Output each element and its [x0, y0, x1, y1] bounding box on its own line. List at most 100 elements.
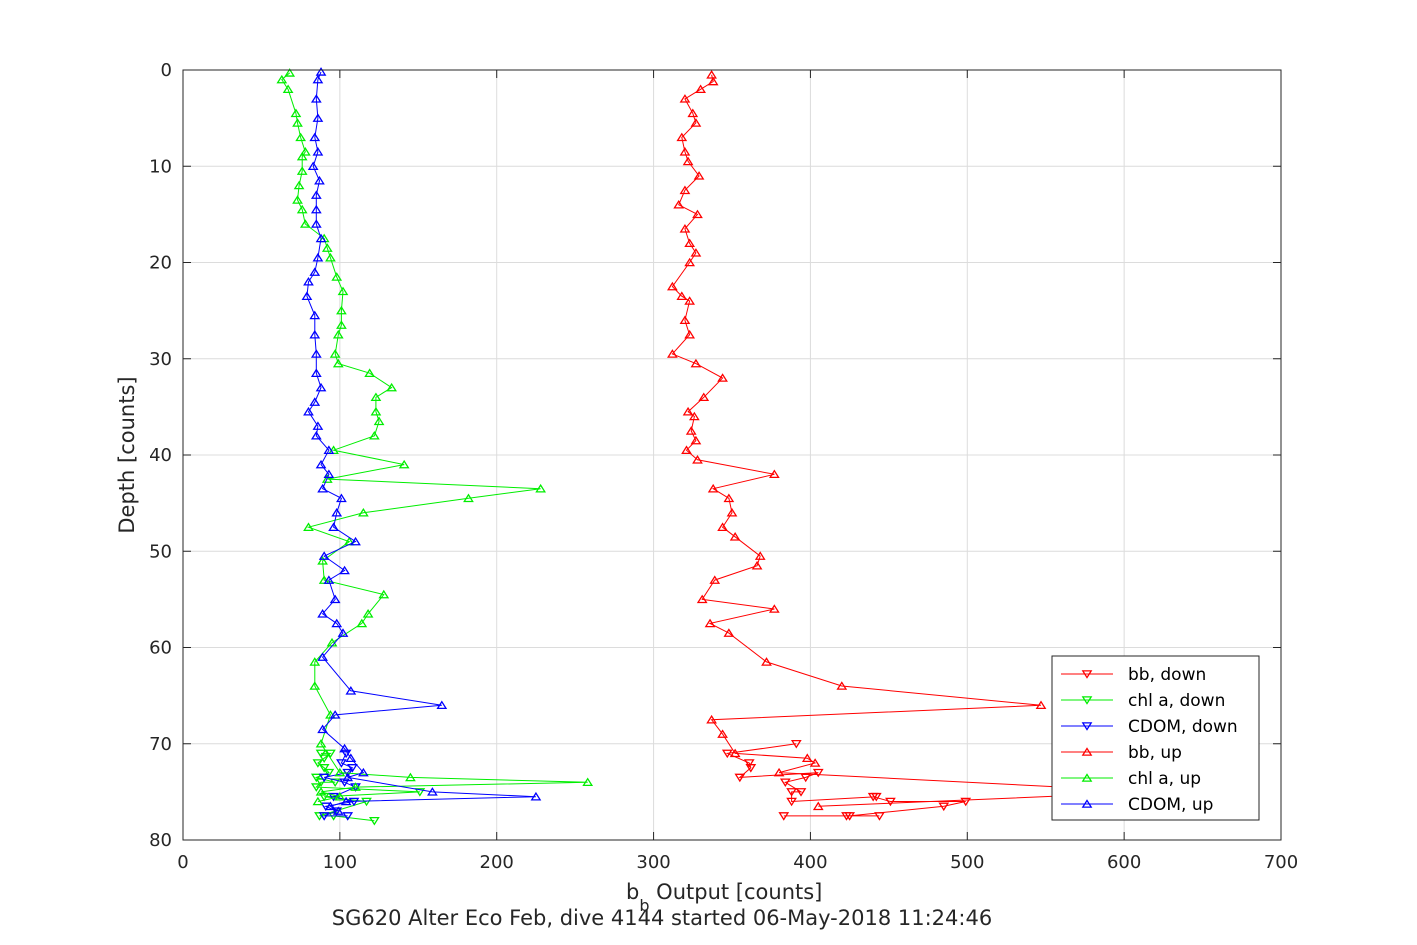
data-point-bb-up: [684, 296, 696, 305]
data-point-chl-a-down: [414, 788, 426, 797]
data-point-chl-a-up: [356, 618, 368, 628]
x-tick-label: 700: [1264, 852, 1298, 873]
data-point-chl-a-up: [331, 272, 343, 281]
data-point-chl-a-down: [361, 797, 372, 807]
x-axis-label: bb Output [counts]: [626, 880, 822, 915]
data-point-bb-up: [729, 748, 741, 758]
data-point-bb-down: [874, 812, 885, 821]
data-point-chl-a-up: [463, 493, 474, 503]
data-point-chl-a-down: [310, 773, 322, 783]
data-point-bb-up: [679, 224, 691, 233]
y-tick-label: 10: [149, 156, 172, 177]
data-point-cdom-up: [323, 469, 335, 479]
data-point-bb-up: [692, 455, 703, 464]
data-point-chl-a-up: [336, 305, 347, 315]
data-point-chl-a-up: [295, 132, 307, 142]
series-line-bb-up: [671, 74, 1156, 807]
data-point-cdom-down: [318, 773, 330, 783]
series-bb-up: [667, 70, 1161, 811]
data-point-cdom-down: [328, 792, 339, 802]
data-point-bb-up: [684, 329, 696, 339]
y-tick-label: 70: [149, 734, 172, 755]
data-point-bb-up: [801, 753, 813, 762]
data-point-bb-up: [693, 171, 705, 180]
chart-subtitle: SG620 Alter Eco Feb, dive 4144 started 0…: [332, 906, 992, 930]
data-point-bb-up: [679, 94, 691, 103]
data-point-cdom-up: [342, 772, 354, 782]
data-point-cdom-up: [312, 252, 324, 262]
data-point-chl-a-up: [312, 796, 324, 806]
x-axis-label-subscript: b: [639, 896, 649, 915]
y-tick-label: 20: [149, 253, 172, 274]
data-point-chl-a-up: [296, 151, 308, 161]
y-tick-label: 30: [149, 349, 172, 370]
data-point-bb-down: [778, 812, 790, 821]
x-tick-label: 200: [480, 852, 514, 873]
data-point-chl-a-up: [373, 416, 385, 426]
legend-marker-chl-a-down: [1081, 696, 1093, 705]
data-point-bb-up: [723, 628, 735, 637]
data-point-chl-a-up: [405, 772, 416, 782]
legend: bb, down chl a, down CDOM, down bb, up chl a…: [1051, 655, 1260, 821]
data-point-chl-a-up: [317, 556, 328, 565]
data-point-cdom-up: [312, 74, 324, 84]
data-point-cdom-up: [350, 536, 361, 546]
data-point-cdom-up: [315, 382, 327, 392]
legend-label-chl-a-up: chl a, up: [1128, 769, 1201, 789]
data-point-chl-a-down: [312, 759, 324, 768]
data-point-bb-up: [684, 238, 696, 248]
data-point-chl-a-up: [292, 118, 303, 127]
legend-marker-chl-a-up: [1081, 773, 1093, 782]
data-point-chl-a-up: [315, 738, 327, 748]
data-point-cdom-up: [436, 700, 448, 710]
data-point-chl-a-up: [337, 286, 349, 296]
legend-label-chl-a-down: chl a, down: [1128, 691, 1225, 711]
data-point-cdom-up: [309, 329, 321, 339]
data-point-chl-a-down: [368, 816, 380, 826]
data-point-chl-a-up: [303, 522, 314, 531]
data-point-bb-up: [696, 594, 708, 604]
data-point-chl-a-up: [398, 459, 410, 469]
data-point-bb-up: [667, 281, 678, 291]
data-point-cdom-up: [325, 801, 336, 811]
data-point-cdom-up: [345, 753, 357, 762]
data-point-cdom-up: [345, 686, 357, 695]
data-point-cdom-up: [315, 233, 327, 243]
data-point-bb-up: [707, 483, 719, 493]
data-point-bb-up: [667, 349, 678, 358]
data-point-bb-up: [706, 70, 717, 79]
data-point-cdom-down: [318, 812, 330, 821]
data-point-chl-a-up: [325, 252, 336, 262]
x-tick-label: 300: [636, 852, 670, 873]
data-point-bb-up: [698, 392, 710, 402]
data-point-bb-down: [844, 812, 856, 821]
data-point-bb-up: [688, 411, 700, 421]
data-point-cdom-up: [317, 652, 328, 661]
data-point-cdom-up: [309, 310, 321, 320]
data-point-bb-down: [734, 773, 746, 783]
data-point-cdom-up: [340, 796, 352, 806]
data-point-chl-a-down: [329, 778, 341, 788]
data-point-chl-a-down: [318, 764, 330, 773]
series-line-chl-a-up: [281, 72, 588, 802]
data-point-bb-up: [809, 758, 821, 767]
data-point-bb-up: [690, 118, 702, 127]
legend-marker-bb-up: [1081, 747, 1093, 756]
legend-marker-bb-down: [1081, 670, 1093, 679]
data-point-bb-up: [704, 618, 716, 628]
data-point-bb-up: [761, 657, 772, 666]
data-point-bb-up: [692, 209, 703, 219]
data-point-bb-up: [679, 185, 691, 195]
data-point-cdom-up: [339, 743, 350, 753]
x-tick-label: 600: [1107, 852, 1141, 873]
data-point-cdom-up: [337, 628, 349, 637]
data-point-cdom-up: [323, 575, 335, 584]
data-point-chl-a-up: [296, 166, 308, 175]
data-point-chl-a-up: [332, 358, 344, 368]
data-point-bb-up: [717, 373, 728, 382]
data-point-bb-down: [885, 797, 896, 807]
data-point-chl-a-up: [284, 68, 296, 77]
data-point-bb-up: [836, 681, 848, 690]
data-point-chl-a-up: [293, 180, 305, 190]
data-point-cdom-up: [303, 406, 314, 416]
